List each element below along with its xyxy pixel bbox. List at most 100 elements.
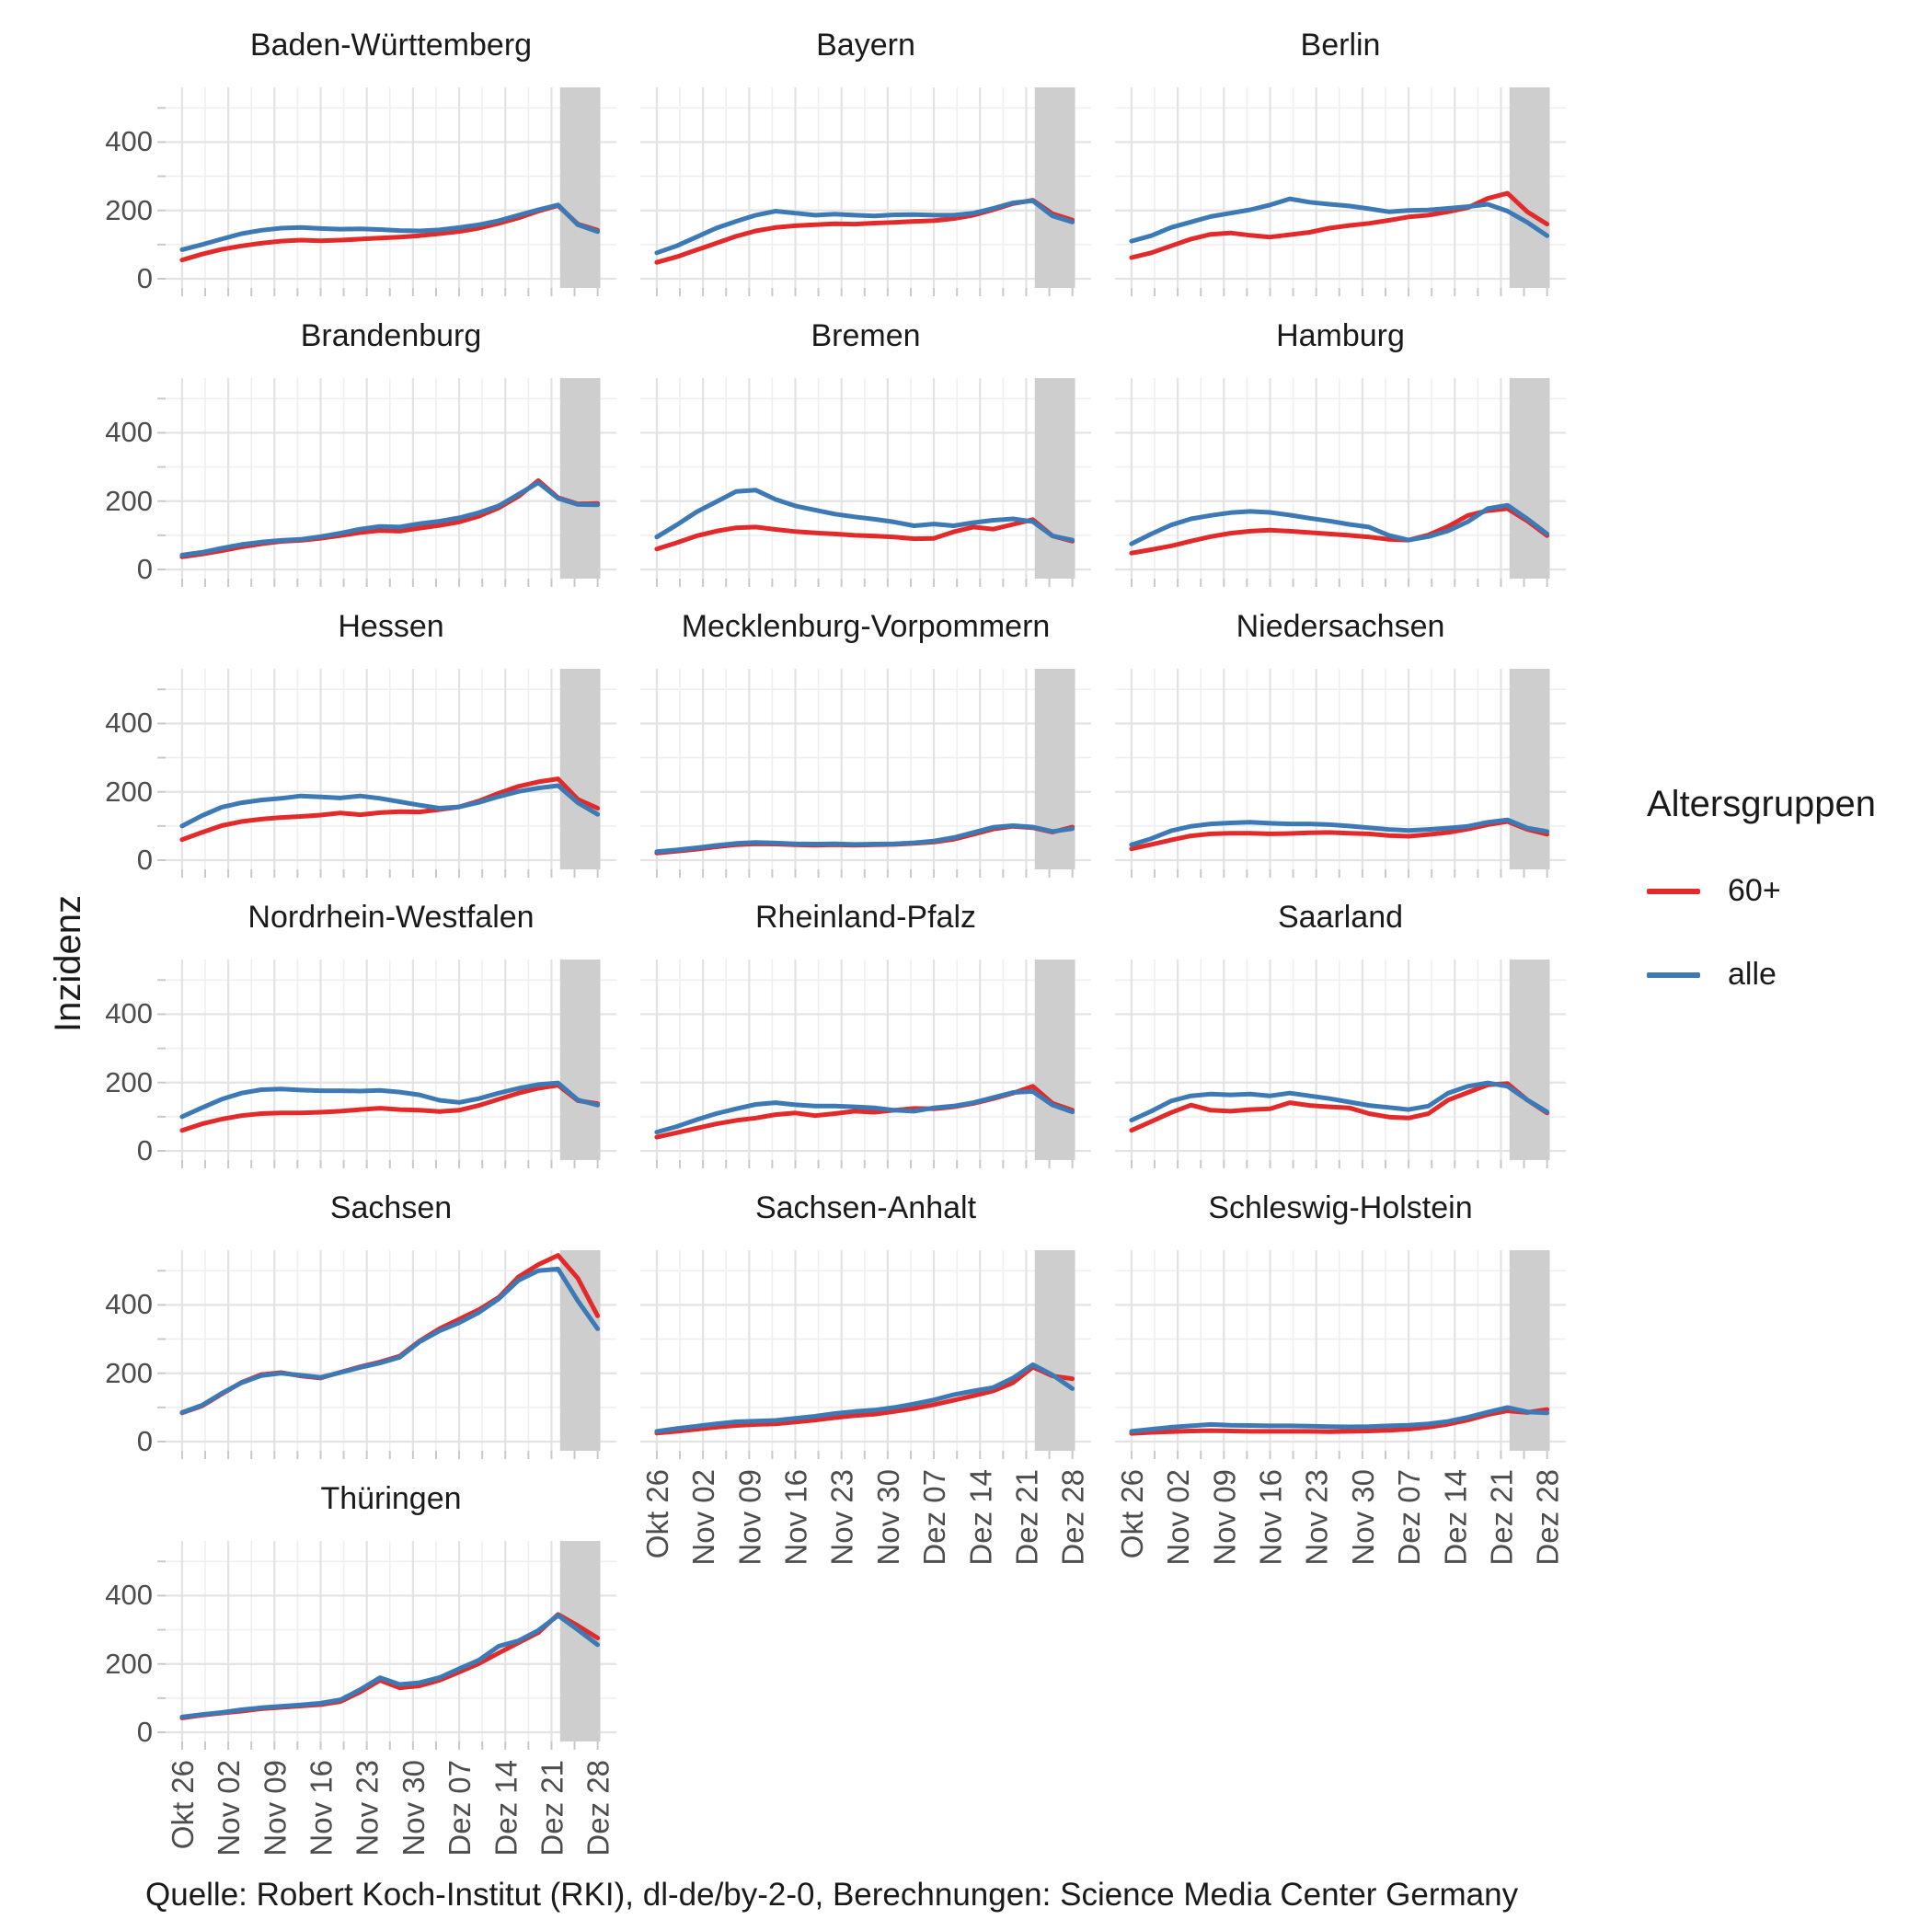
facet-panel [640,669,1091,878]
y-tick-label: 0 [136,1425,153,1457]
facet-panel [1115,669,1566,878]
incidence-line-60plus [179,776,601,843]
incidence-line-alle [654,1088,1075,1135]
facet-title: Berlin [1300,27,1381,63]
x-tick-label: Nov 02 [1161,1469,1195,1566]
facet-Bremen: Bremen [640,309,1091,588]
axis-ticks [1130,579,1548,587]
facet-title: Bayern [816,27,915,63]
legend-title: Altersgruppen [1647,784,1877,824]
incidence-line-alle [1129,196,1550,244]
gridlines [640,87,1091,288]
facet-panel [157,1541,616,1750]
facet-title: Brandenburg [300,317,482,353]
legend-label: alle [1728,957,1777,992]
y-tick-label: 200 [105,193,153,226]
highlight-recent-region [1034,1250,1075,1451]
incidence-line-alle [179,1613,601,1719]
facet-title: Sachsen-Anhalt [754,1190,977,1225]
facet-Hamburg: Hamburg [1115,309,1566,588]
facet-Hessen: Hessen 0 200 400 [105,600,616,879]
y-tick-label: 400 [105,707,153,740]
facet-title: Mecklenburg-Vorpommern [681,608,1051,644]
legend-entry-alle: alle [1647,957,1923,993]
incidence-line-alle [179,783,601,829]
facet-title: Sachsen [329,1190,453,1225]
highlight-recent-region [1034,87,1075,288]
facet-panel [157,960,616,1168]
axis-ticks [655,288,1074,296]
facet-panel [157,87,616,296]
x-tick-label: Dez 07 [443,1760,477,1856]
x-axis-labels: Okt 26 Nov 02 Nov 09 Nov 16 Nov 23 Nov 30 Dez … [1115,1469,1565,1566]
x-tick-label: Nov 23 [1300,1469,1334,1566]
facet-title: Hamburg [1276,317,1405,353]
gridlines [640,378,1091,579]
x-tick-label: Nov 30 [1346,1469,1380,1566]
x-tick-label: Nov 16 [304,1760,338,1856]
incidence-line-alle [1129,1405,1550,1434]
axis-ticks [655,1160,1074,1168]
legend-key-line [1647,971,1700,978]
incidence-line-alle [179,202,601,252]
gridlines [166,1250,616,1451]
facet-panel [157,669,616,878]
facet-panel [157,1250,616,1459]
x-tick-label: Dez 07 [1392,1469,1426,1566]
incidence-line-alle [654,488,1075,543]
axis-ticks [157,979,599,1168]
highlight-recent-region [1034,669,1075,869]
facet-Bayern: Bayern [640,18,1091,297]
x-tick-label: Nov 23 [825,1469,859,1566]
gridlines [1115,960,1566,1160]
gridlines [1115,87,1566,288]
gridlines [640,669,1091,869]
facet-title: Thüringen [320,1480,462,1516]
highlight-recent-region [1509,960,1550,1160]
facet-Rheinland-Pfalz: Rheinland-Pfalz [640,891,1091,1169]
incidence-line-60plus [1129,819,1550,852]
facet-panel [640,1250,1091,1459]
x-tick-label: Nov 30 [871,1469,905,1566]
x-tick-label: Dez 21 [1484,1469,1518,1566]
legend-label: 60+ [1728,873,1781,908]
facet-title: Schleswig-Holstein [1208,1190,1473,1225]
axis-ticks [157,1270,599,1459]
x-tick-label: Nov 09 [1207,1469,1241,1566]
x-tick-label: Okt 26 [166,1760,200,1849]
x-tick-label: Dez 14 [1438,1469,1472,1566]
facet-panel [1115,87,1566,296]
y-tick-label: 0 [136,844,153,876]
incidence-line-alle [1129,1080,1550,1123]
incidence-line-alle [654,198,1075,256]
facet-panel [1115,378,1566,587]
x-tick-label: Dez 14 [489,1760,523,1856]
highlight-recent-region [1509,669,1550,869]
highlight-recent-region [559,87,601,288]
axis-ticks [157,1560,599,1750]
y-tick-label: 400 [105,1288,153,1321]
incidence-line-alle [179,480,601,557]
y-tick-label: 400 [105,1579,153,1612]
axis-ticks [1130,288,1548,296]
x-tick-label: Dez 21 [1009,1469,1043,1566]
gridlines [1115,378,1566,579]
axis-ticks [1130,1451,1548,1459]
incidence-line-alle [179,1266,601,1415]
gridlines [166,669,616,869]
x-tick-label: Dez 21 [535,1760,569,1856]
x-axis-labels: Okt 26 Nov 02 Nov 09 Nov 16 Nov 23 Nov 30 Dez … [640,1469,1090,1566]
axis-ticks [655,869,1074,878]
facet-title: Baden-Württemberg [249,27,533,63]
facet-title: Bremen [811,317,921,353]
x-tick-label: Nov 16 [778,1469,812,1566]
y-tick-label: 200 [105,775,153,808]
axis-ticks [1130,1160,1548,1168]
facet-panel [1115,1250,1566,1459]
incidence-line-60plus [654,1364,1075,1436]
y-tick-label: 0 [136,1134,153,1167]
y-tick-label: 0 [136,1716,153,1748]
axis-ticks [655,579,1074,587]
x-tick-label: Nov 02 [212,1760,246,1856]
